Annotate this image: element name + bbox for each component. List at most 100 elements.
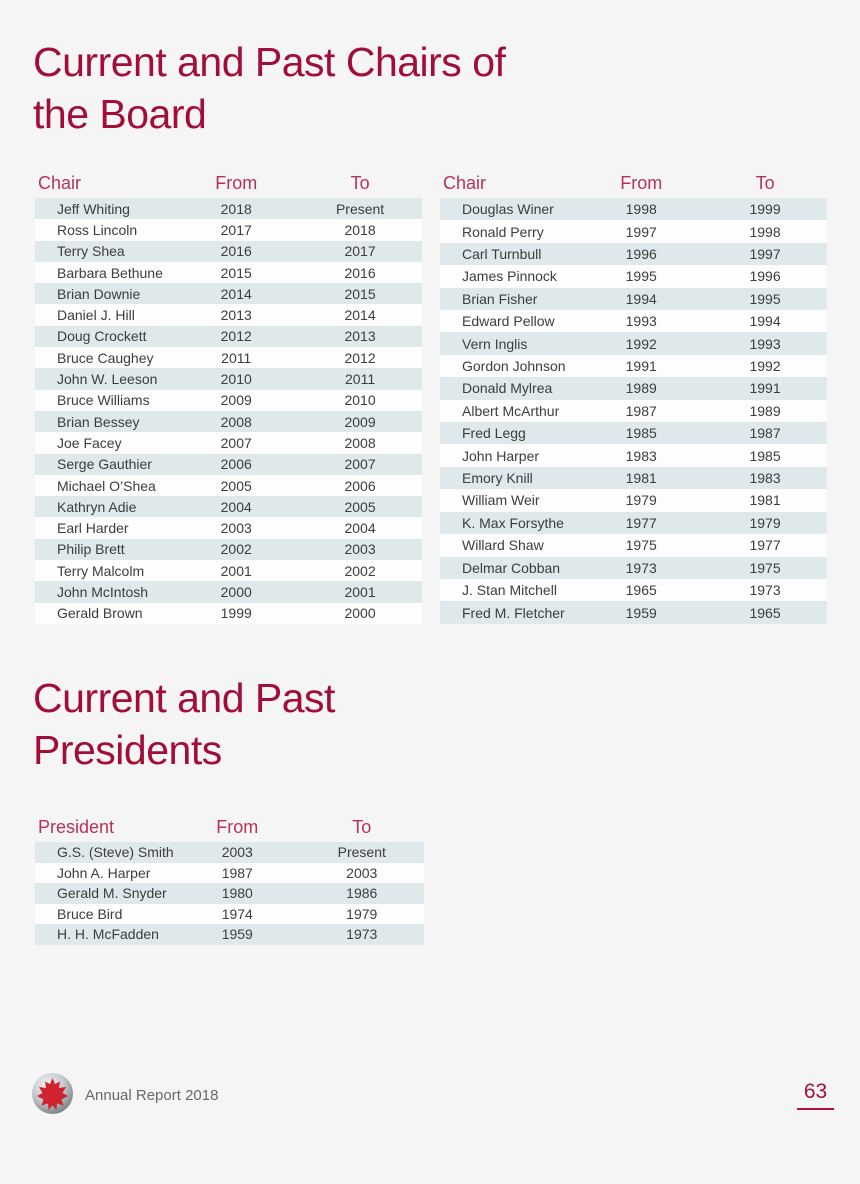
from-cell: 2015 <box>220 264 252 281</box>
table-row: Terry Malcolm 2001 2002 <box>35 560 422 582</box>
table-row: Fred M. Fletcher 1959 1965 <box>440 601 827 624</box>
name-cell: Douglas Winer <box>462 201 554 218</box>
from-cell: 1996 <box>625 246 657 263</box>
to-cell: 2012 <box>344 349 376 366</box>
to-cell: 2000 <box>344 605 376 622</box>
column-header-from: From <box>620 173 663 193</box>
to-cell: 1979 <box>346 905 378 922</box>
name-cell: Brian Fisher <box>462 290 538 307</box>
chairs-table-left-body: Jeff Whiting 2018 Present Ross Lincoln 2017 2… <box>35 198 422 624</box>
table-row: K. Max Forsythe 1977 1979 <box>440 511 827 535</box>
page-title-chairs: Current and Past Chairs of the Board <box>33 36 506 140</box>
from-cell: 2017 <box>220 221 252 238</box>
name-cell: John A. Harper <box>57 864 151 881</box>
from-cell: 2006 <box>220 456 252 473</box>
name-cell: Philip Brett <box>57 541 125 558</box>
from-cell: 1973 <box>625 559 657 576</box>
column-header-to: To <box>350 173 370 193</box>
table-row: Edward Pellow 1993 1994 <box>440 310 827 333</box>
name-cell: Earl Harder <box>57 520 129 537</box>
name-cell: Brian Bessey <box>57 413 140 430</box>
name-cell: Edward Pellow <box>462 313 555 330</box>
table-row: John Harper 1983 1985 <box>440 444 827 467</box>
to-cell: 2014 <box>344 307 376 324</box>
name-cell: Delmar Cobban <box>462 559 561 576</box>
to-cell: 2018 <box>344 221 376 238</box>
presidents-table-section: President From To G.S. (Steve) Smith 2003… <box>35 816 424 945</box>
from-cell: 1985 <box>625 425 657 442</box>
name-cell: Kathryn Adie <box>57 498 137 515</box>
column-header-president: President <box>38 817 115 837</box>
table-row: William Weir 1979 1981 <box>440 489 827 512</box>
page-title-presidents: Current and Past Presidents <box>33 672 335 776</box>
to-cell: 2009 <box>344 413 376 430</box>
table-row: H. H. McFadden 1959 1973 <box>35 924 424 945</box>
name-cell: Bruce Bird <box>57 905 123 922</box>
table-row: Willard Shaw 1975 1977 <box>440 534 827 557</box>
from-cell: 2013 <box>220 307 252 324</box>
table-row: John W. Leeson 2010 2011 <box>35 368 422 390</box>
to-cell: 2001 <box>344 583 376 600</box>
name-cell: John McIntosh <box>57 583 149 600</box>
to-cell: 1998 <box>749 223 781 240</box>
name-cell: H. H. McFadden <box>57 926 159 943</box>
name-cell: J. Stan Mitchell <box>462 582 557 599</box>
to-cell: 1997 <box>749 246 781 263</box>
page-title-chairs-line2: the Board <box>33 91 207 137</box>
from-cell: 1993 <box>625 313 657 330</box>
table-row: G.S. (Steve) Smith 2003 Present <box>35 842 424 863</box>
page-title-presidents-line1: Current and Past <box>33 675 335 721</box>
from-cell: 2003 <box>221 844 253 861</box>
maple-leaf-globe-icon <box>31 1072 74 1115</box>
from-cell: 1987 <box>625 402 657 419</box>
name-cell: Bruce Caughey <box>57 349 154 366</box>
name-cell: Joe Facey <box>57 434 122 451</box>
name-cell: Carl Turnbull <box>462 246 542 263</box>
table-header-row: Chair From To <box>440 172 827 198</box>
from-cell: 1975 <box>625 537 657 554</box>
name-cell: Terry Malcolm <box>57 562 145 579</box>
from-cell: 2001 <box>220 562 252 579</box>
from-cell: 1979 <box>625 492 657 509</box>
from-cell: 1995 <box>625 268 657 285</box>
table-row: Michael O’Shea 2005 2006 <box>35 474 422 497</box>
footer-brand-text: Annual Report 2018 <box>85 1087 219 1104</box>
table-row: John McIntosh 2000 2001 <box>35 581 422 603</box>
from-cell: 2004 <box>220 498 252 515</box>
name-cell: Vern Inglis <box>462 335 528 352</box>
table-row: Fred Legg 1985 1987 <box>440 422 827 445</box>
to-cell: 2007 <box>344 456 376 473</box>
to-cell: 2010 <box>344 392 376 409</box>
from-cell: 2007 <box>220 434 252 451</box>
name-cell: Michael O’Shea <box>57 477 156 494</box>
table-row: Emory Knill 1981 1983 <box>440 466 827 490</box>
to-cell: 1975 <box>749 559 781 576</box>
name-cell: Gerald M. Snyder <box>57 885 167 902</box>
to-cell: 1999 <box>749 201 781 218</box>
page-number: 63 <box>797 1080 834 1110</box>
to-cell: 1989 <box>749 402 781 419</box>
to-cell: 1995 <box>749 290 781 307</box>
from-cell: 2010 <box>220 371 252 388</box>
to-cell: 1992 <box>749 358 781 375</box>
table-header-row: President From To <box>35 816 424 842</box>
to-cell: 2006 <box>344 477 376 494</box>
from-cell: 1977 <box>625 514 657 531</box>
table-row: Gordon Johnson 1991 1992 <box>440 354 827 378</box>
to-cell: 1987 <box>749 425 781 442</box>
from-cell: 2008 <box>220 413 252 430</box>
presidents-table-body: G.S. (Steve) Smith 2003 Present John A. Har… <box>35 842 424 945</box>
name-cell: John Harper <box>462 447 540 464</box>
table-row: Ronald Perry 1997 1998 <box>440 220 827 243</box>
from-cell: 1987 <box>221 864 253 881</box>
table-row: Brian Bessey 2008 2009 <box>35 410 422 433</box>
table-row: Philip Brett 2002 2003 <box>35 538 422 561</box>
name-cell: Daniel J. Hill <box>57 307 135 324</box>
table-row: Carl Turnbull 1996 1997 <box>440 242 827 266</box>
to-cell: 2002 <box>344 562 376 579</box>
to-cell: 1981 <box>749 492 781 509</box>
from-cell: 1994 <box>625 290 657 307</box>
name-cell: Fred M. Fletcher <box>462 604 565 621</box>
to-cell: 2003 <box>344 541 376 558</box>
from-cell: 2016 <box>220 243 252 260</box>
